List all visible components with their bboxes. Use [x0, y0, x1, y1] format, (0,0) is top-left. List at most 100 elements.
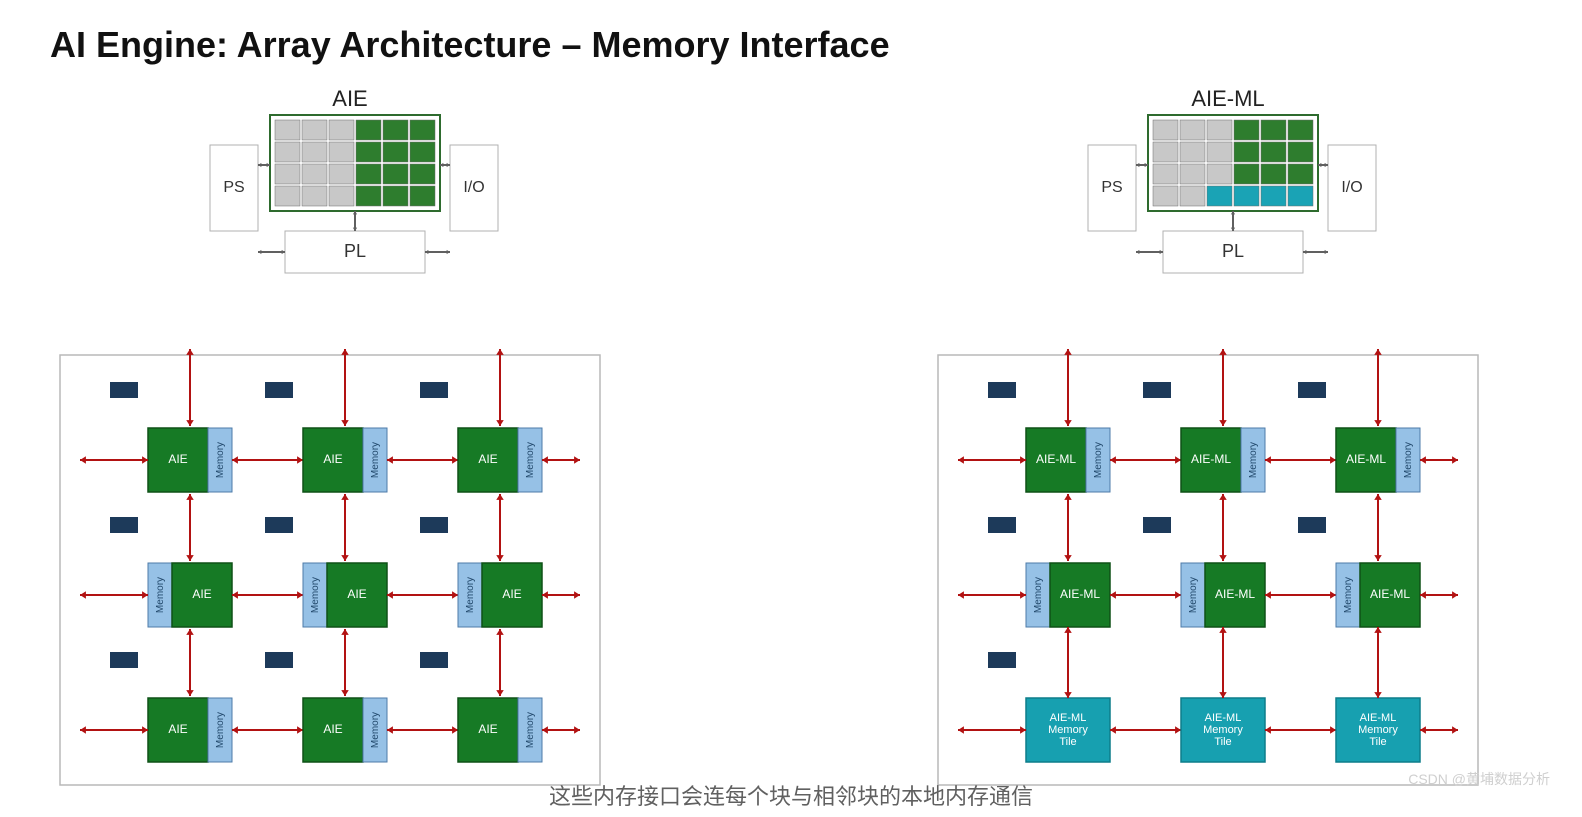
aie-cell — [275, 164, 300, 184]
aie-cell — [356, 186, 381, 206]
svg-text:AIE-ML: AIE-ML — [1370, 587, 1410, 601]
svg-text:Memory: Memory — [215, 442, 226, 478]
svg-text:AIE-ML: AIE-ML — [1215, 587, 1255, 601]
micro-header: AIE-ML — [1191, 86, 1264, 111]
aie-cell — [356, 120, 381, 140]
interconnect-block — [110, 517, 138, 533]
compute-tile: AIEMemory — [458, 698, 542, 762]
svg-text:Memory: Memory — [465, 577, 476, 613]
svg-text:Memory: Memory — [1188, 577, 1199, 613]
interconnect-block — [420, 652, 448, 668]
interconnect-block — [1143, 517, 1171, 533]
aie-cell — [1180, 186, 1205, 206]
svg-text:AIE-ML: AIE-ML — [1036, 452, 1076, 466]
aie-cell — [383, 142, 408, 162]
aie-cell — [1234, 142, 1259, 162]
tile-array-aie_ml: AIE-ML Memory AIE-ML Memory AIE-ML Memory AIE-… — [938, 349, 1478, 785]
aie-cell — [1288, 164, 1313, 184]
compute-tile: AIE-ML Memory — [1336, 428, 1420, 492]
compute-tile: AIE-MLMemory — [1181, 428, 1265, 492]
aie-cell — [275, 186, 300, 206]
svg-text:AIE: AIE — [192, 587, 211, 601]
svg-text:Memory: Memory — [525, 442, 536, 478]
svg-text:AIE: AIE — [478, 722, 497, 736]
tile-array-aie: AIE Memory AIE Memory AIE Memory AIE Memory AIE M… — [60, 349, 600, 785]
svg-text:AIE: AIE — [323, 722, 342, 736]
aie-cell — [410, 164, 435, 184]
aie-cell — [410, 142, 435, 162]
compute-tile: AIE-ML Memory — [1181, 563, 1265, 627]
svg-text:AIE: AIE — [323, 452, 342, 466]
svg-text:PS: PS — [1101, 179, 1122, 196]
aie-cell — [1261, 164, 1286, 184]
aie-cell — [329, 120, 354, 140]
diagram-canvas: AIEPSI/OPLAIEMemoryAIEMemoryAIEMemoryAIE… — [0, 0, 1582, 817]
interconnect-block — [265, 382, 293, 398]
aie-cell — [410, 120, 435, 140]
aie-cell — [329, 164, 354, 184]
svg-text:AIE: AIE — [347, 587, 366, 601]
svg-text:Memory: Memory — [310, 577, 321, 613]
aie-cell — [1207, 186, 1232, 206]
aie-cell — [1153, 164, 1178, 184]
micro-header: AIE — [332, 86, 367, 111]
svg-text:Memory: Memory — [1248, 442, 1259, 478]
interconnect-block — [265, 517, 293, 533]
svg-text:Memory: Memory — [1093, 442, 1104, 478]
aie-cell — [302, 120, 327, 140]
aie-cell — [356, 142, 381, 162]
aie-cell — [410, 186, 435, 206]
interconnect-block — [110, 652, 138, 668]
aie-cell — [356, 164, 381, 184]
aie-cell — [1234, 186, 1259, 206]
aie-cell — [1288, 142, 1313, 162]
compute-tile: AIEMemory — [303, 698, 387, 762]
aie-cell — [302, 142, 327, 162]
aie-cell — [1234, 120, 1259, 140]
svg-text:Memory: Memory — [1403, 442, 1414, 478]
compute-tile: AIE Memory — [303, 428, 387, 492]
svg-text:AIE-ML: AIE-ML — [1346, 452, 1386, 466]
interconnect-block — [1143, 382, 1171, 398]
svg-text:Memory: Memory — [1033, 577, 1044, 613]
compute-tile: AIE Memory — [148, 563, 232, 627]
interconnect-block — [420, 517, 448, 533]
interconnect-block — [420, 382, 448, 398]
compute-tile: AIE-ML Memory — [1026, 563, 1110, 627]
compute-tile: AIEMemory — [148, 428, 232, 492]
aie-cell — [1261, 186, 1286, 206]
svg-text:AIE: AIE — [502, 587, 521, 601]
svg-text:Memory: Memory — [370, 442, 381, 478]
svg-text:AIE: AIE — [168, 722, 187, 736]
svg-text:I/O: I/O — [463, 179, 484, 196]
aie-cell — [329, 186, 354, 206]
aie-cell — [1288, 186, 1313, 206]
svg-text:I/O: I/O — [1341, 179, 1362, 196]
interconnect-block — [1298, 382, 1326, 398]
aie-cell — [383, 164, 408, 184]
compute-tile: AIE Memory — [148, 698, 232, 762]
compute-tile: AIE Memory — [458, 428, 542, 492]
svg-text:PS: PS — [223, 179, 244, 196]
aie-cell — [302, 164, 327, 184]
aie-cell — [1207, 142, 1232, 162]
aie-cell — [275, 142, 300, 162]
bottom-caption: 这些内存接口会连每个块与相邻块的本地内存通信 — [0, 779, 1582, 811]
micro-architecture-aie: AIEPSI/OPL — [210, 86, 498, 273]
aie-cell — [383, 186, 408, 206]
svg-text:AIE: AIE — [478, 452, 497, 466]
svg-text:AIE-ML: AIE-ML — [1060, 587, 1100, 601]
aie-cell — [1261, 142, 1286, 162]
svg-text:Memory: Memory — [155, 577, 166, 613]
aie-cell — [1153, 142, 1178, 162]
aie-cell — [1153, 186, 1178, 206]
compute-tile: AIE-ML Memory — [1026, 428, 1110, 492]
aie-cell — [1153, 120, 1178, 140]
aie-cell — [1180, 164, 1205, 184]
svg-text:Memory: Memory — [215, 712, 226, 748]
micro-architecture-aie_ml: AIE-ML PS I/O PL — [1088, 86, 1376, 273]
aie-cell — [1207, 164, 1232, 184]
interconnect-block — [988, 652, 1016, 668]
svg-text:PL: PL — [1222, 241, 1244, 261]
interconnect-block — [110, 382, 138, 398]
